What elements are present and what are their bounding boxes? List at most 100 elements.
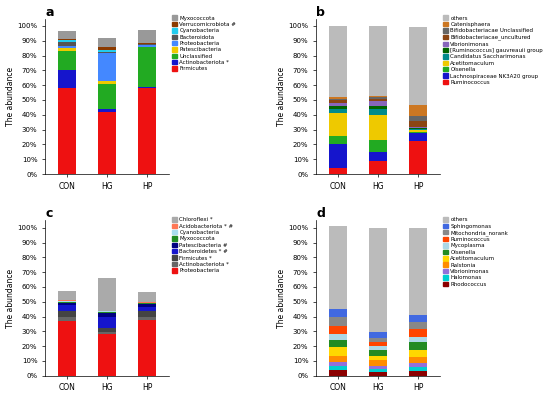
Bar bbox=[329, 106, 347, 109]
Bar bbox=[409, 27, 427, 105]
Bar bbox=[58, 311, 76, 317]
Bar bbox=[138, 304, 156, 307]
Bar bbox=[98, 334, 116, 376]
Bar bbox=[329, 334, 347, 339]
Bar bbox=[329, 103, 347, 106]
Bar bbox=[409, 329, 427, 337]
Bar bbox=[58, 31, 76, 39]
Bar bbox=[409, 141, 427, 174]
Bar bbox=[98, 53, 116, 81]
Bar bbox=[58, 88, 76, 174]
Bar bbox=[369, 360, 387, 366]
Bar bbox=[98, 328, 116, 332]
Bar bbox=[369, 366, 387, 369]
Bar bbox=[369, 356, 387, 360]
Legend: Chloroflexi *, Acidobacteriota * #, Cyanobacteria, Myxococcota, Patescibacteria : Chloroflexi *, Acidobacteriota * #, Cyan… bbox=[172, 217, 233, 273]
Bar bbox=[138, 320, 156, 376]
Bar bbox=[138, 302, 156, 303]
Bar bbox=[329, 326, 347, 334]
Bar bbox=[409, 228, 427, 315]
Bar bbox=[329, 99, 347, 100]
Bar bbox=[369, 346, 387, 350]
Bar bbox=[329, 356, 347, 362]
Bar bbox=[369, 332, 387, 338]
Bar bbox=[369, 372, 387, 376]
Bar bbox=[409, 337, 427, 342]
Bar bbox=[98, 50, 116, 52]
Bar bbox=[329, 317, 347, 326]
Bar bbox=[58, 306, 76, 311]
Bar bbox=[138, 44, 156, 45]
Bar bbox=[98, 332, 116, 334]
Bar bbox=[329, 97, 347, 99]
Legend: Myxococcota, Verrucomicrobiota #, Cyanobacteria, Bacteroidota, Proteobacteria, P: Myxococcota, Verrucomicrobiota #, Cyanob… bbox=[172, 16, 236, 72]
Bar bbox=[138, 45, 156, 47]
Bar bbox=[369, 96, 387, 97]
Bar bbox=[409, 133, 427, 141]
Bar bbox=[329, 109, 347, 113]
Bar bbox=[98, 52, 116, 53]
Y-axis label: The abundance: The abundance bbox=[277, 67, 285, 126]
Bar bbox=[369, 152, 387, 161]
Bar bbox=[138, 292, 156, 302]
Bar bbox=[329, 366, 347, 370]
Bar bbox=[138, 303, 156, 304]
Bar bbox=[329, 347, 347, 356]
Bar bbox=[98, 38, 116, 47]
Bar bbox=[98, 109, 116, 112]
Legend: others, Catenisphaera, Bifidobacteriacae Unclassified, Bifidobacteriacae_uncultu: others, Catenisphaera, Bifidobacteriacae… bbox=[443, 16, 543, 85]
Text: d: d bbox=[316, 207, 325, 220]
Bar bbox=[138, 307, 156, 311]
Text: c: c bbox=[45, 207, 52, 220]
Bar bbox=[329, 113, 347, 136]
Bar bbox=[329, 309, 347, 317]
Bar bbox=[369, 99, 387, 101]
Bar bbox=[58, 291, 76, 300]
Bar bbox=[329, 100, 347, 103]
Bar bbox=[409, 127, 427, 128]
Bar bbox=[329, 136, 347, 144]
Bar bbox=[369, 342, 387, 346]
Bar bbox=[138, 311, 156, 316]
Bar bbox=[98, 311, 116, 312]
Bar bbox=[58, 321, 76, 376]
Bar bbox=[58, 39, 76, 40]
Bar bbox=[58, 300, 76, 301]
Bar bbox=[369, 140, 387, 152]
Bar bbox=[138, 43, 156, 44]
Bar bbox=[369, 97, 387, 99]
Bar bbox=[138, 316, 156, 320]
Bar bbox=[409, 131, 427, 132]
Bar bbox=[329, 362, 347, 366]
Bar bbox=[58, 317, 76, 321]
Bar bbox=[369, 101, 387, 106]
Y-axis label: The abundance: The abundance bbox=[277, 269, 285, 328]
Bar bbox=[369, 161, 387, 174]
Y-axis label: The abundance: The abundance bbox=[6, 269, 14, 328]
Legend: others, Sphingomonas, Mitochondria_norank, Ruminococcus, Mycoplasma, Olsenella, : others, Sphingomonas, Mitochondria_noran… bbox=[443, 217, 508, 287]
Bar bbox=[369, 228, 387, 332]
Bar bbox=[58, 70, 76, 88]
Bar bbox=[329, 370, 347, 376]
Bar bbox=[58, 51, 76, 70]
Bar bbox=[329, 168, 347, 174]
Bar bbox=[98, 81, 116, 84]
Bar bbox=[98, 112, 116, 174]
Bar bbox=[98, 317, 116, 328]
Bar bbox=[58, 42, 76, 46]
Bar bbox=[409, 121, 427, 127]
Bar bbox=[409, 342, 427, 350]
Bar bbox=[329, 144, 347, 168]
Bar bbox=[409, 367, 427, 371]
Bar bbox=[98, 84, 116, 109]
Bar bbox=[138, 88, 156, 174]
Bar bbox=[58, 48, 76, 51]
Bar bbox=[409, 357, 427, 363]
Bar bbox=[98, 278, 116, 311]
Bar bbox=[98, 313, 116, 317]
Bar bbox=[369, 350, 387, 356]
Bar bbox=[409, 371, 427, 376]
Bar bbox=[98, 47, 116, 50]
Bar bbox=[409, 315, 427, 322]
Bar bbox=[409, 363, 427, 367]
